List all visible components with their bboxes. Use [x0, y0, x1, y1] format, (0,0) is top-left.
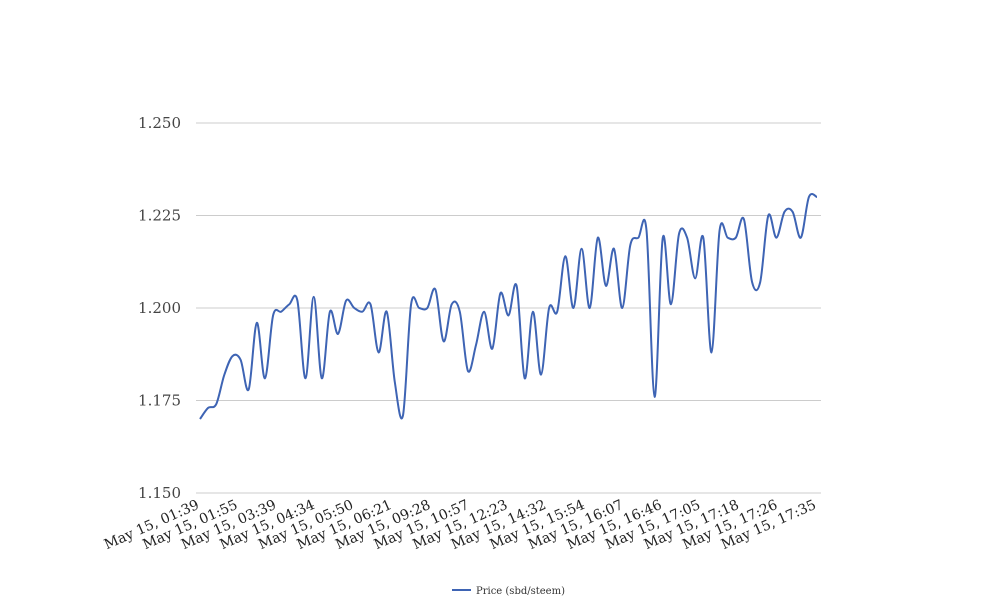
data-point[interactable] — [311, 294, 317, 300]
data-point[interactable] — [546, 305, 552, 311]
data-point[interactable] — [294, 298, 300, 304]
data-point[interactable] — [538, 372, 544, 378]
data-point[interactable] — [717, 227, 723, 233]
data-point[interactable] — [432, 287, 438, 293]
data-point[interactable] — [449, 301, 455, 307]
data-point[interactable] — [660, 235, 666, 241]
series-line-price — [199, 193, 818, 420]
data-point[interactable] — [270, 312, 276, 318]
data-point[interactable] — [457, 309, 463, 315]
data-point[interactable] — [392, 379, 398, 385]
data-point[interactable] — [627, 242, 633, 248]
data-point[interactable] — [359, 309, 365, 315]
data-point[interactable] — [570, 305, 576, 311]
data-point[interactable] — [619, 305, 625, 311]
data-point[interactable] — [635, 235, 641, 241]
y-tick-label: 1.150 — [138, 484, 181, 502]
data-point[interactable] — [684, 235, 690, 241]
data-point[interactable] — [408, 301, 414, 307]
data-point[interactable] — [221, 372, 227, 378]
data-point[interactable] — [286, 301, 292, 307]
data-point[interactable] — [205, 405, 211, 411]
legend[interactable]: Price (sbd/steem) — [452, 586, 565, 597]
data-point[interactable] — [197, 416, 203, 422]
data-point[interactable] — [554, 309, 560, 315]
data-point[interactable] — [303, 375, 309, 381]
data-point[interactable] — [238, 357, 244, 363]
data-point[interactable] — [254, 320, 260, 326]
legend-label: Price (sbd/steem) — [476, 586, 565, 597]
data-point[interactable] — [708, 349, 714, 355]
data-point[interactable] — [441, 338, 447, 344]
data-point[interactable] — [400, 412, 406, 418]
data-point[interactable] — [530, 309, 536, 315]
data-point[interactable] — [790, 209, 796, 215]
data-point[interactable] — [229, 353, 235, 359]
data-point[interactable] — [489, 346, 495, 352]
data-point[interactable] — [367, 301, 373, 307]
data-point[interactable] — [335, 331, 341, 337]
data-point[interactable] — [376, 349, 382, 355]
data-point[interactable] — [700, 235, 706, 241]
data-point[interactable] — [725, 235, 731, 241]
data-point[interactable] — [579, 246, 585, 252]
data-point[interactable] — [327, 309, 333, 315]
data-point[interactable] — [562, 253, 568, 259]
series-layer — [197, 193, 820, 422]
data-point[interactable] — [652, 394, 658, 400]
data-point[interactable] — [814, 194, 820, 200]
data-point[interactable] — [773, 235, 779, 241]
data-point[interactable] — [246, 386, 252, 392]
data-point[interactable] — [611, 246, 617, 252]
data-point[interactable] — [741, 216, 747, 222]
data-point[interactable] — [473, 342, 479, 348]
data-point[interactable] — [782, 209, 788, 215]
data-point[interactable] — [497, 290, 503, 296]
gridlines — [196, 122, 821, 494]
y-axis-tick-labels: 1.150 1.175 1.200 1.225 1.250 — [138, 114, 181, 502]
data-point[interactable] — [668, 301, 674, 307]
data-point[interactable] — [384, 309, 390, 315]
data-point[interactable] — [262, 375, 268, 381]
data-point[interactable] — [506, 312, 512, 318]
data-point[interactable] — [757, 279, 763, 285]
data-point[interactable] — [424, 305, 430, 311]
y-tick-label: 1.250 — [138, 114, 181, 132]
data-point[interactable] — [465, 368, 471, 374]
data-point[interactable] — [603, 283, 609, 289]
data-point[interactable] — [749, 279, 755, 285]
data-point[interactable] — [213, 401, 219, 407]
y-tick-label: 1.225 — [138, 207, 181, 225]
data-point[interactable] — [595, 235, 601, 241]
data-point[interactable] — [587, 305, 593, 311]
data-point[interactable] — [319, 375, 325, 381]
data-point[interactable] — [416, 305, 422, 311]
y-tick-label: 1.200 — [138, 299, 181, 317]
data-point[interactable] — [692, 275, 698, 281]
data-point[interactable] — [676, 231, 682, 237]
data-point[interactable] — [522, 375, 528, 381]
data-point[interactable] — [733, 235, 739, 241]
y-tick-label: 1.175 — [138, 392, 181, 410]
data-point[interactable] — [798, 235, 804, 241]
data-point[interactable] — [343, 298, 349, 304]
data-point[interactable] — [351, 305, 357, 311]
data-point[interactable] — [514, 283, 520, 289]
data-point[interactable] — [481, 309, 487, 315]
data-point[interactable] — [765, 213, 771, 219]
data-point[interactable] — [806, 194, 812, 200]
data-point[interactable] — [644, 227, 650, 233]
data-point[interactable] — [278, 309, 284, 315]
